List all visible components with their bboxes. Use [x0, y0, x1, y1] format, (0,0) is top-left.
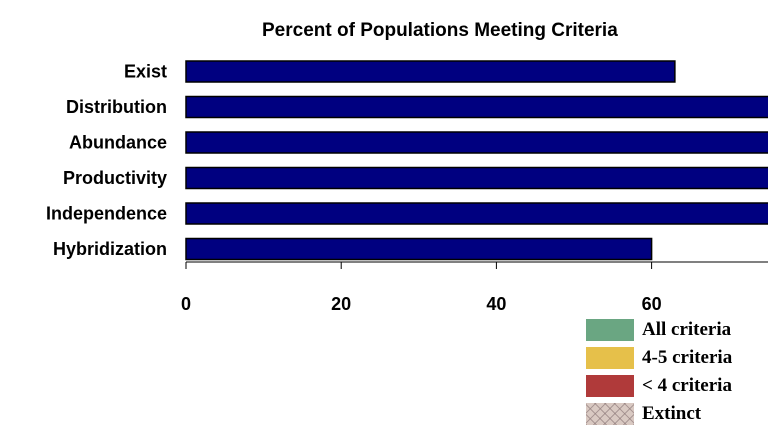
legend-label-extinct: Extinct — [642, 403, 702, 424]
legend: All criteria 4-5 criteria < 4 criteria E… — [586, 317, 732, 429]
legend-item-4-5-criteria: 4-5 criteria — [586, 345, 732, 371]
bar-exist — [185, 60, 676, 83]
legend-swatch-4-5-criteria — [586, 347, 634, 369]
legend-label-under-4-criteria: < 4 criteria — [642, 375, 732, 396]
chart-title: Percent of Populations Meeting Criteria — [262, 20, 618, 41]
x-tick-label-0: 0 — [181, 294, 191, 314]
bar-hybridization — [185, 237, 653, 261]
x-tick-label-40: 40 — [486, 294, 506, 314]
bar-distribution — [185, 95, 768, 119]
legend-label-4-5-criteria: 4-5 criteria — [642, 347, 733, 368]
legend-item-under-4-criteria: < 4 criteria — [586, 373, 732, 399]
x-tick-label-60: 60 — [642, 294, 662, 314]
legend-label-all-criteria: All criteria — [642, 319, 732, 340]
category-label-distribution: Distribution — [66, 97, 167, 117]
legend-swatch-extinct — [586, 403, 634, 425]
category-label-abundance: Abundance — [69, 133, 167, 153]
x-tick-label-20: 20 — [331, 294, 351, 314]
category-label-productivity: Productivity — [63, 168, 167, 188]
category-label-independence: Independence — [46, 204, 167, 224]
plot-area: Exist Distribution Abundance Productivity In… — [46, 60, 768, 314]
legend-item-all-criteria: All criteria — [586, 317, 732, 343]
category-label-exist: Exist — [124, 62, 167, 82]
bar-abundance — [185, 131, 768, 154]
bar-independence — [185, 202, 768, 225]
category-label-hybridization: Hybridization — [53, 239, 167, 259]
bar-productivity — [185, 166, 768, 190]
legend-swatch-under-4-criteria — [586, 375, 634, 397]
legend-item-extinct: Extinct — [586, 401, 732, 427]
legend-swatch-all-criteria — [586, 319, 634, 341]
